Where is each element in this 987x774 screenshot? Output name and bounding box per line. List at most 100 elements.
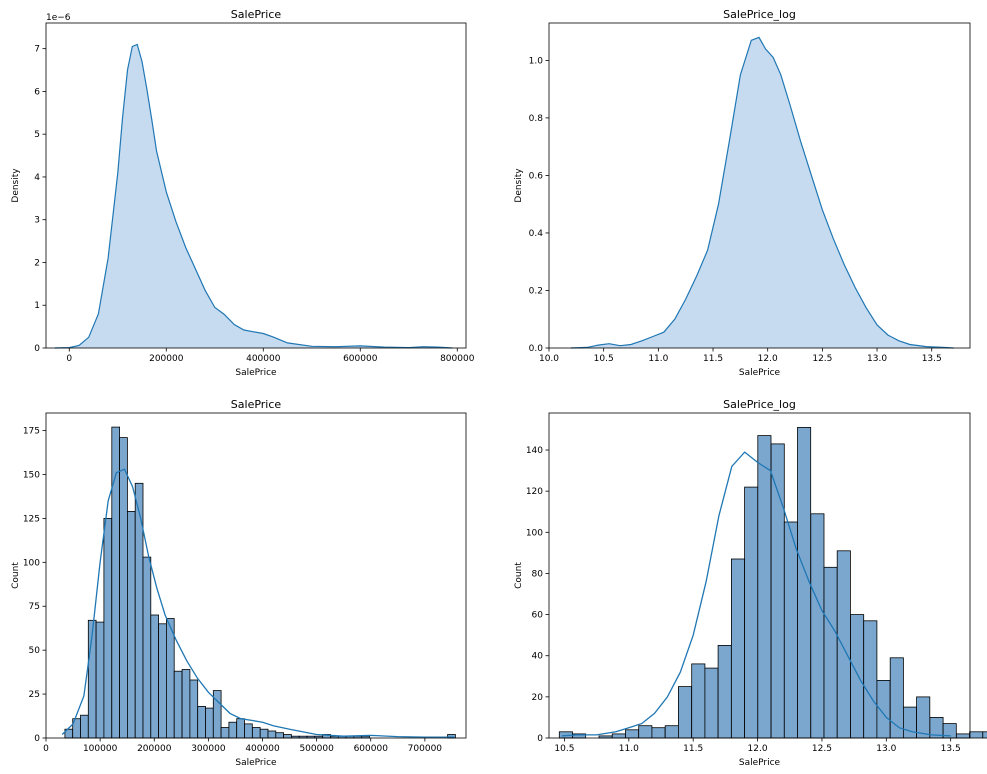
histogram-bar <box>80 714 89 739</box>
histogram-bar <box>704 667 719 739</box>
histogram-bar <box>850 614 865 739</box>
x-tick-label: 13.0 <box>876 744 896 754</box>
y-tick-label: 0 <box>34 344 40 354</box>
y-offset-text: 1e−6 <box>46 13 71 23</box>
y-tick-label: 60 <box>532 611 544 621</box>
histogram-bar <box>103 518 113 739</box>
y-tick-label: 80 <box>532 569 544 579</box>
x-tick-label: 0 <box>43 744 49 754</box>
density-line <box>570 36 954 349</box>
y-tick-label: 20 <box>532 693 544 703</box>
x-tick-label: 11.0 <box>648 354 668 364</box>
y-tick-label: 0.2 <box>529 286 543 296</box>
x-tick-label: 500000 <box>299 744 334 754</box>
y-axis-label: Density <box>11 168 21 203</box>
histogram-bar <box>150 614 160 739</box>
y-tick-label: 5 <box>34 130 40 140</box>
histogram-bar <box>797 426 812 739</box>
histogram-bar <box>664 725 679 739</box>
y-tick-label: 25 <box>29 690 40 700</box>
histogram-bar <box>142 556 152 739</box>
histogram-bar <box>836 550 851 739</box>
histogram-bar <box>220 727 230 739</box>
histogram-bar <box>744 486 759 739</box>
plot-title: SalePrice <box>231 398 282 411</box>
density-fill <box>570 37 954 349</box>
x-tick-label: 10.5 <box>554 744 574 754</box>
y-tick-label: 140 <box>526 446 543 456</box>
plot-title: SalePrice <box>231 8 282 21</box>
histogram-bar <box>757 435 772 739</box>
x-tick-label: 12.5 <box>812 354 832 364</box>
x-tick-label: 11.5 <box>683 744 703 754</box>
plot-title: SalePrice_log <box>723 8 796 21</box>
y-tick-label: 1.0 <box>529 56 544 66</box>
y-tick-label: 0.4 <box>529 229 544 239</box>
x-tick-label: 700000 <box>408 744 443 754</box>
histogram-bar <box>189 679 199 739</box>
x-axis-label: SalePrice <box>235 758 277 768</box>
density-fill <box>54 44 453 349</box>
x-tick-label: 13.5 <box>941 744 961 754</box>
subplot-3: 0 100000 200000 300000 400000 500000 600000 700… <box>11 398 467 768</box>
histogram-bar <box>205 707 214 739</box>
histogram-bar <box>173 670 183 739</box>
histogram-bar <box>982 731 987 739</box>
x-tick-label: 13.0 <box>867 354 887 364</box>
y-tick-label: 1 <box>34 301 40 311</box>
histogram-bar <box>181 669 191 739</box>
kde-line <box>61 468 455 738</box>
subplot-2: 10.0 10.5 11.0 11.5 12.0 12.5 13.0 13.5 0.0 0.2 0.… <box>514 8 971 378</box>
x-tick-label: 400000 <box>245 744 280 754</box>
x-tick-label: 200000 <box>149 354 184 364</box>
y-tick-label: 0.0 <box>529 344 544 354</box>
histogram-bar <box>95 621 105 739</box>
histogram-bar <box>283 734 292 739</box>
y-tick-label: 40 <box>532 652 544 662</box>
x-tick-label: 400000 <box>246 354 281 364</box>
histogram-bar <box>823 566 838 739</box>
y-tick-label: 0 <box>537 734 543 744</box>
axes-frame <box>45 22 467 349</box>
x-axis-label: SalePrice <box>739 758 781 768</box>
histogram-bar <box>651 727 666 739</box>
y-tick-label: 0.6 <box>529 171 544 181</box>
y-tick-label: 100 <box>23 558 40 568</box>
histogram-bar <box>158 623 167 739</box>
y-tick-label: 100 <box>526 528 543 538</box>
y-tick-label: 0.8 <box>529 114 544 124</box>
histogram-bar <box>611 733 626 739</box>
x-tick-label: 12.0 <box>758 354 778 364</box>
histogram-bar <box>638 725 653 739</box>
histogram-bar <box>119 437 128 739</box>
y-tick-label: 125 <box>23 514 40 524</box>
histogram-bar <box>197 706 206 739</box>
x-tick-label: 600000 <box>354 744 389 754</box>
histogram-bar <box>127 510 136 739</box>
axes-frame <box>548 22 971 349</box>
x-tick-label: 0 <box>66 354 72 364</box>
x-tick-label: 11.5 <box>703 354 723 364</box>
x-tick-label: 100000 <box>83 744 118 754</box>
histogram-bar <box>267 730 277 739</box>
histogram-bar <box>244 723 253 739</box>
histogram-bar <box>810 513 825 739</box>
density-line <box>54 43 453 349</box>
histogram-bar <box>228 721 238 739</box>
histogram-bar <box>903 706 918 739</box>
histogram-bar <box>731 558 746 739</box>
histogram-bar <box>165 618 175 739</box>
x-tick-label: 10.0 <box>539 354 559 364</box>
histogram-bar <box>259 728 269 739</box>
kde-line <box>561 451 951 737</box>
histogram-bar <box>625 729 640 739</box>
subplot-1: 0 200000 400000 600000 800000 0 1 2 3 4 5 6 7 SalePri… <box>11 8 475 378</box>
histogram-bar <box>275 732 284 739</box>
x-axis-label: SalePrice <box>235 368 277 378</box>
y-axis-label: Count <box>514 562 524 589</box>
subplot-4: 10.5 11.0 11.5 12.0 12.5 13.0 13.5 0 20 40 60 80 100… <box>514 398 987 768</box>
y-tick-label: 4 <box>34 173 40 183</box>
y-tick-label: 150 <box>23 470 40 480</box>
x-tick-label: 12.5 <box>812 744 832 754</box>
